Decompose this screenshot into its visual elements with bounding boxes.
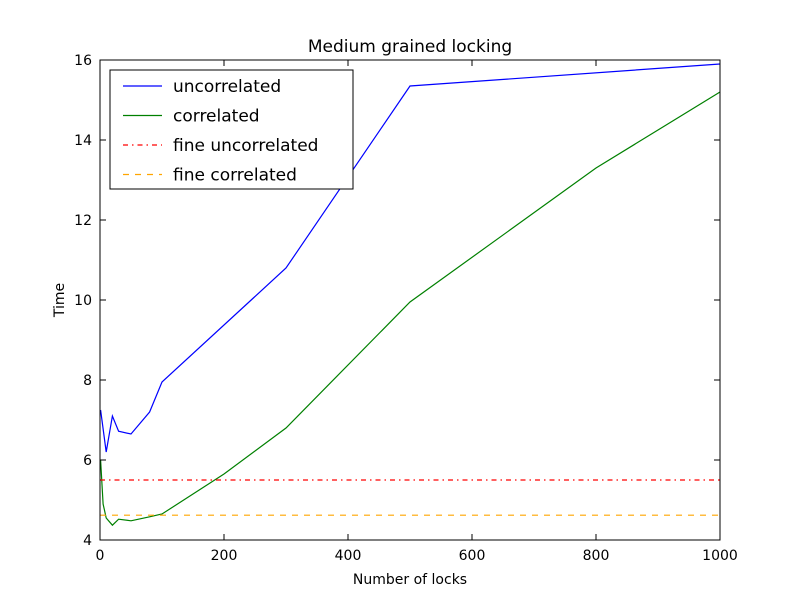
y-tick-label: 12	[74, 213, 92, 229]
y-tick-label: 10	[74, 293, 92, 309]
x-tick-label: 1000	[702, 548, 738, 564]
x-tick-label: 0	[96, 548, 105, 564]
y-tick-label: 4	[83, 533, 92, 549]
ticks-layer: 0 200 400 600 800 1000 4 6 8 10 12 14 16	[74, 53, 738, 564]
y-tick-label: 16	[74, 53, 92, 69]
legend-label-1: correlated	[173, 107, 260, 127]
legend-label-3: fine correlated	[173, 166, 297, 186]
x-tick-label: 200	[211, 548, 238, 564]
legend: uncorrelated correlated fine uncorrelated f…	[109, 69, 354, 190]
legend-label-2: fine uncorrelated	[173, 136, 318, 156]
y-tick-label: 8	[83, 373, 92, 389]
x-axis-label: Number of locks	[353, 572, 467, 588]
legend-label-0: uncorrelated	[173, 77, 281, 97]
chart-title: Medium grained locking	[308, 37, 512, 57]
y-tick-label: 6	[83, 453, 92, 469]
legend-box	[109, 69, 354, 190]
x-tick-label: 600	[459, 548, 486, 564]
x-tick-label: 400	[335, 548, 362, 564]
x-tick-label: 800	[583, 548, 610, 564]
y-axis-label: Time	[52, 283, 68, 318]
y-tick-label: 14	[74, 133, 92, 149]
series-line-1	[100, 91, 721, 527]
